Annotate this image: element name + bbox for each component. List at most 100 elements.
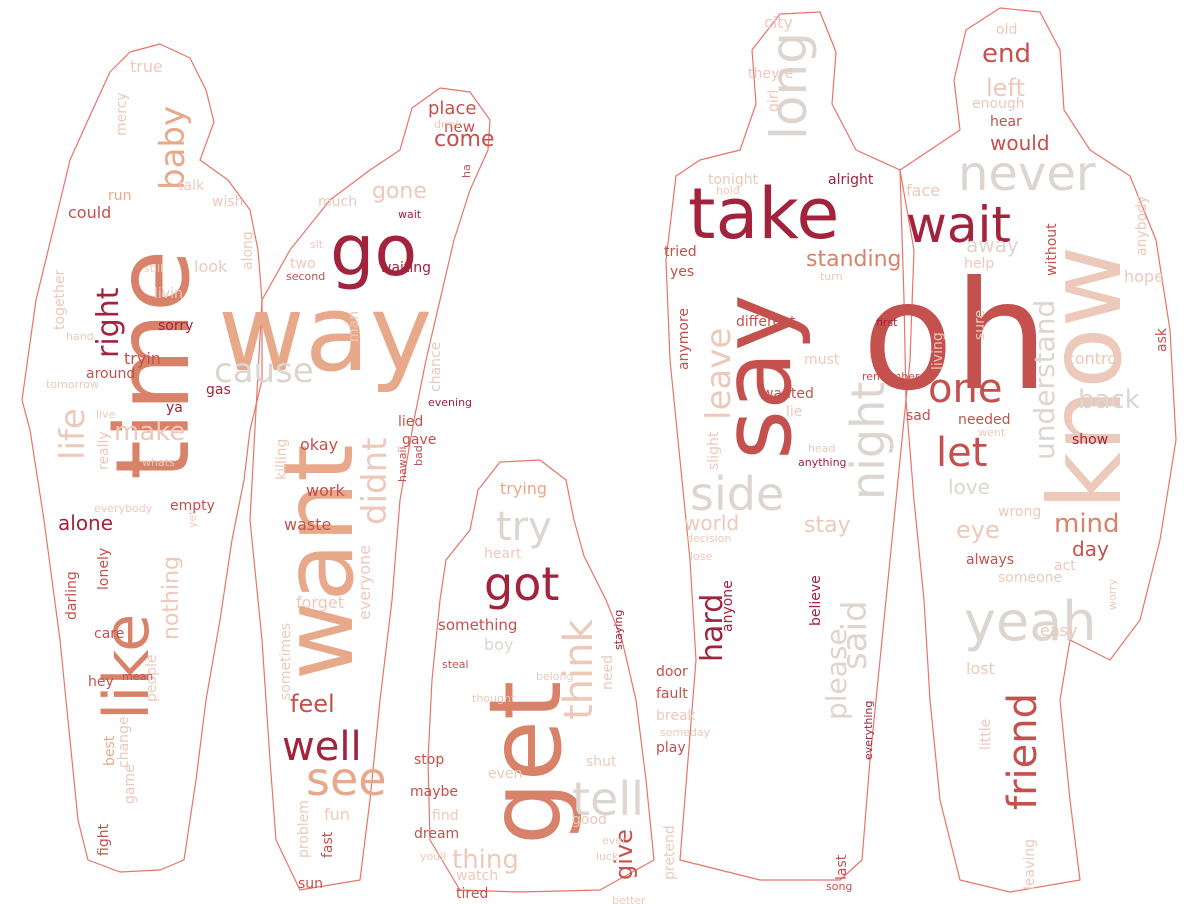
word-cause: cause <box>214 351 314 391</box>
word-maybe: maybe <box>410 784 458 800</box>
word-man: man <box>346 311 362 342</box>
word-everybody: everybody <box>94 502 153 515</box>
word-right: right <box>91 287 126 358</box>
word-ya: ya <box>166 400 183 416</box>
word-stop: stop <box>414 752 444 768</box>
word-yeah: yeah <box>964 590 1097 653</box>
word-together: together <box>52 269 68 330</box>
word-like: like <box>90 614 163 720</box>
word-darling: darling <box>64 571 80 620</box>
word-one: one <box>928 366 1002 412</box>
word-someday: someday <box>660 726 711 739</box>
word-world: world <box>684 511 739 535</box>
word-way: way <box>218 272 432 395</box>
word-different: different <box>736 314 796 330</box>
word-baby: baby <box>153 106 193 190</box>
word-thing: thing <box>452 845 519 875</box>
word-make: make <box>114 417 185 447</box>
word-sun: sun <box>298 876 323 892</box>
word-gas: gas <box>206 382 231 398</box>
word-feel: feel <box>290 690 335 718</box>
word-come: come <box>434 127 495 152</box>
word-hand: hand <box>66 330 94 343</box>
word-anyone: anyone <box>720 580 736 632</box>
word-bad: bad <box>412 445 425 466</box>
word-life: life <box>53 408 93 460</box>
word-really: really <box>96 431 112 470</box>
word-old: old <box>996 22 1017 38</box>
word-help: help <box>964 256 994 272</box>
word-show: show <box>1072 432 1108 448</box>
word-two: two <box>290 256 316 272</box>
word-understand: understand <box>1028 300 1061 460</box>
word-drink: drink <box>434 118 463 131</box>
word-remember: remember <box>862 370 920 383</box>
word-chance: chance <box>428 342 444 392</box>
word-anything: anything <box>798 456 847 469</box>
word-best: best <box>102 735 118 766</box>
word-time: time <box>94 250 213 480</box>
word-run: run <box>108 188 132 204</box>
word-livin: livin <box>154 286 183 302</box>
word-ever: ever <box>602 834 627 847</box>
word-wait: wait <box>398 208 422 221</box>
word-eye: eye <box>956 516 1000 544</box>
word-night: night <box>841 382 895 500</box>
word-alone: alone <box>58 511 113 535</box>
word-end: end <box>982 39 1031 69</box>
word-didnt: didnt <box>355 438 395 526</box>
word-everyone: everyone <box>355 545 374 620</box>
word-would: would <box>990 131 1050 155</box>
word-ask: ask <box>1154 327 1170 352</box>
word-nothing: nothing <box>159 556 184 640</box>
word-girl: girl <box>766 90 782 112</box>
word-thought: thought <box>472 692 516 705</box>
word-try: try <box>496 504 552 550</box>
silhouette-outline-person-3 <box>427 459 655 893</box>
word-take: take <box>688 173 839 255</box>
word-tonight: tonight <box>708 172 759 188</box>
word-slight: slight <box>706 431 722 470</box>
word-act: act <box>1054 558 1076 574</box>
word-must: must <box>804 352 840 368</box>
word-people: people <box>144 655 160 702</box>
word-think: think <box>556 619 602 721</box>
word-new: new <box>444 118 475 136</box>
word-friend: friend <box>1000 693 1046 810</box>
word-lied: lied <box>398 414 423 430</box>
word-still: still <box>144 262 163 275</box>
word-fun: fun <box>324 805 350 824</box>
word-hey: hey <box>88 674 114 690</box>
word-gave: gave <box>402 432 436 448</box>
word-city: city <box>764 13 793 32</box>
word-wish: wish <box>212 194 244 210</box>
word-sad: sad <box>906 408 931 424</box>
word-empty: empty <box>170 498 215 514</box>
word-give: give <box>610 829 638 880</box>
word-killing: killing <box>274 439 290 480</box>
word-tired: tired <box>456 886 488 902</box>
word-left: left <box>986 74 1025 102</box>
word-mind: mind <box>1054 509 1120 539</box>
word-place: place <box>428 98 476 119</box>
word-second: second <box>286 270 325 283</box>
word-say: say <box>701 294 813 460</box>
word-day: day <box>1072 537 1109 561</box>
word-along: along <box>240 231 256 270</box>
silhouette-outline-person-4 <box>665 11 915 881</box>
word-yet: yet <box>186 510 199 528</box>
word-work: work <box>306 481 345 500</box>
word-believe: believe <box>808 575 824 626</box>
word-stay: stay <box>804 513 851 538</box>
word-mean: mean <box>122 670 153 683</box>
word-could: could <box>68 203 111 222</box>
word-sit: sit <box>310 238 324 251</box>
word-everything: everything <box>862 701 875 760</box>
word-staying: staying <box>612 610 625 650</box>
word-want: want <box>263 444 375 680</box>
word-sure: sure <box>972 310 988 340</box>
word-something: something <box>438 616 517 634</box>
word-enough: enough <box>972 96 1025 112</box>
word-standing: standing <box>806 247 902 272</box>
